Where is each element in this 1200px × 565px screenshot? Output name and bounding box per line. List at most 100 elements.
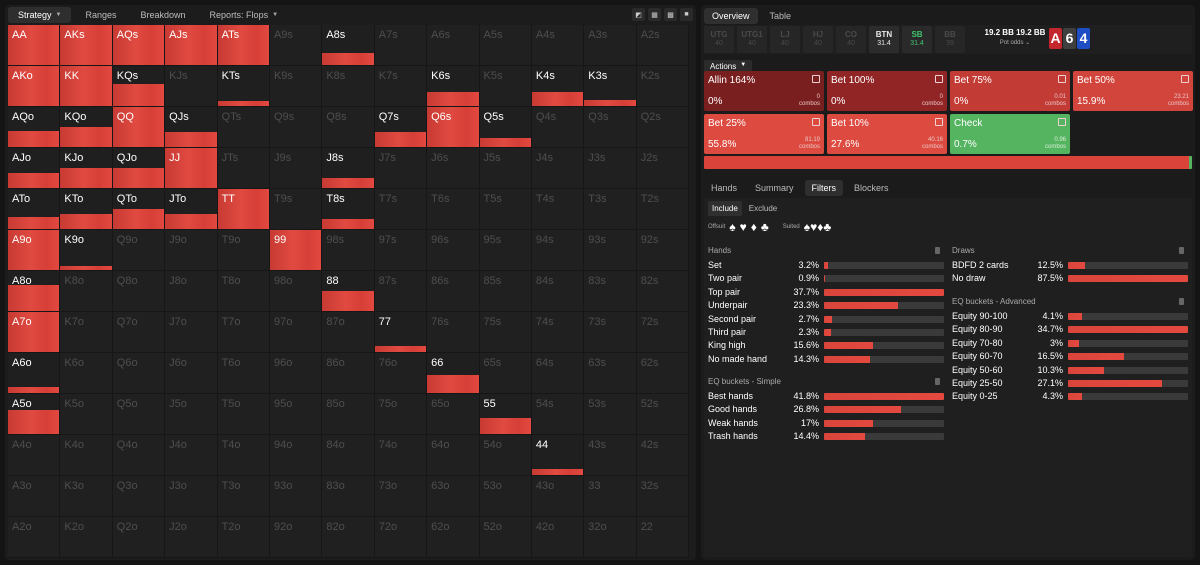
hand-cell[interactable]: J9s xyxy=(269,148,323,189)
hand-cell[interactable]: JTo xyxy=(165,189,218,230)
filter-row[interactable]: Set 3.2% xyxy=(708,259,944,272)
filter-row[interactable]: Best hands 41.8% xyxy=(708,390,944,403)
tab-overview[interactable]: Overview xyxy=(704,8,758,24)
hand-cell[interactable]: A3s xyxy=(584,25,637,66)
hand-cell[interactable]: 87o xyxy=(322,312,375,353)
hand-cell[interactable]: J5o xyxy=(165,394,218,435)
hand-cell[interactable]: 54s xyxy=(531,394,585,435)
spade-icon[interactable]: ♠ xyxy=(729,220,736,234)
hand-cell[interactable]: 98s xyxy=(322,230,375,271)
hand-cell[interactable]: QQ xyxy=(112,107,166,148)
collapse-icon[interactable] xyxy=(1179,247,1184,254)
hand-cell[interactable]: 72s xyxy=(636,312,690,353)
hand-cell[interactable]: 43s xyxy=(584,435,637,476)
hand-cell[interactable]: AKs xyxy=(60,25,113,66)
exclude-button[interactable]: Exclude xyxy=(748,204,778,213)
hand-cell[interactable]: T9o xyxy=(217,230,270,271)
hand-cell[interactable]: K5o xyxy=(60,394,113,435)
tab-filters[interactable]: Filters xyxy=(804,180,844,196)
hand-cell[interactable]: 74s xyxy=(531,312,585,353)
hand-cell[interactable]: QJo xyxy=(112,148,166,189)
filter-row[interactable]: No draw 87.5% xyxy=(952,272,1188,285)
hand-cell[interactable]: J3s xyxy=(584,148,637,189)
filter-row[interactable]: Good hands 26.8% xyxy=(708,403,944,416)
hand-cell[interactable]: 33 xyxy=(584,476,637,517)
hand-cell[interactable]: 95o xyxy=(269,394,323,435)
hand-cell[interactable]: T4s xyxy=(531,189,585,230)
hand-cell[interactable]: J4o xyxy=(165,435,218,476)
hand-cell[interactable]: J3o xyxy=(165,476,218,517)
hand-cell[interactable]: KTo xyxy=(60,189,113,230)
hand-cell[interactable]: A4s xyxy=(531,25,585,66)
hand-cell[interactable]: 22 xyxy=(636,517,690,558)
hand-cell[interactable]: 83o xyxy=(322,476,375,517)
filter-row[interactable]: Equity 90-100 4.1% xyxy=(952,310,1188,323)
hand-cell[interactable]: Q7s xyxy=(374,107,428,148)
filter-row[interactable]: No made hand 14.3% xyxy=(708,353,944,366)
hand-cell[interactable]: ATo xyxy=(8,189,61,230)
hand-cell[interactable]: J7o xyxy=(165,312,218,353)
hand-cell[interactable]: Q5o xyxy=(112,394,166,435)
hand-cell[interactable]: 97s xyxy=(374,230,428,271)
hand-cell[interactable]: J5s xyxy=(479,148,532,189)
hand-cell[interactable]: A6o xyxy=(8,353,61,394)
hand-cell[interactable]: A8o xyxy=(8,271,61,312)
hand-cell[interactable]: A9s xyxy=(269,25,323,66)
hand-cell[interactable]: 87s xyxy=(374,271,428,312)
hand-cell[interactable]: 88 xyxy=(322,271,375,312)
filter-row[interactable]: Equity 80-90 34.7% xyxy=(952,323,1188,336)
hand-cell[interactable]: 84s xyxy=(531,271,585,312)
filter-row[interactable]: Top pair 37.7% xyxy=(708,286,944,299)
hand-cell[interactable]: A6s xyxy=(427,25,480,66)
hand-cell[interactable]: 52o xyxy=(479,517,532,558)
details-icon[interactable] xyxy=(935,118,943,126)
hand-cell[interactable]: Q7o xyxy=(112,312,166,353)
hand-cell[interactable]: T8s xyxy=(322,189,375,230)
hand-cell[interactable]: 75o xyxy=(374,394,428,435)
hand-cell[interactable]: KTs xyxy=(217,66,270,107)
hand-cell[interactable]: 43o xyxy=(531,476,585,517)
hand-cell[interactable]: AQo xyxy=(8,107,61,148)
hand-cell[interactable]: J7s xyxy=(374,148,428,189)
seat-bb[interactable]: BB 39 xyxy=(935,26,965,53)
hand-cell[interactable]: JJ xyxy=(165,148,218,189)
hand-cell[interactable]: T5o xyxy=(217,394,270,435)
hand-cell[interactable]: 64o xyxy=(427,435,480,476)
hand-cell[interactable]: 74o xyxy=(374,435,428,476)
hand-cell[interactable]: K7s xyxy=(374,66,428,107)
hand-cell[interactable]: A5s xyxy=(479,25,532,66)
hand-cell[interactable]: AQs xyxy=(112,25,166,66)
hand-cell[interactable]: A7o xyxy=(8,312,61,353)
heart-icon[interactable]: ♥ xyxy=(739,220,747,234)
hand-cell[interactable]: J8o xyxy=(165,271,218,312)
hand-cell[interactable]: K4s xyxy=(531,66,585,107)
details-icon[interactable] xyxy=(935,75,943,83)
half-square-icon[interactable]: ◩ xyxy=(632,8,645,21)
collapse-icon[interactable] xyxy=(1179,298,1184,305)
filter-row[interactable]: King high 15.6% xyxy=(708,339,944,352)
hand-cell[interactable]: K2s xyxy=(636,66,690,107)
hand-cell[interactable]: K2o xyxy=(60,517,113,558)
hand-cell[interactable]: 55 xyxy=(479,394,532,435)
hand-cell[interactable]: T2o xyxy=(217,517,270,558)
hand-cell[interactable]: 84o xyxy=(322,435,375,476)
hand-cell[interactable]: 44 xyxy=(531,435,585,476)
hand-cell[interactable]: K7o xyxy=(60,312,113,353)
hand-cell[interactable]: 95s xyxy=(479,230,532,271)
seat-utg[interactable]: UTG 40 xyxy=(704,26,734,53)
hand-cell[interactable]: 32o xyxy=(584,517,637,558)
hand-cell[interactable]: AJo xyxy=(8,148,61,189)
hand-cell[interactable]: T3o xyxy=(217,476,270,517)
hand-cell[interactable]: TT xyxy=(217,189,270,230)
grid-large-icon[interactable]: ▩ xyxy=(664,8,677,21)
hand-cell[interactable]: T3s xyxy=(584,189,637,230)
actions-dropdown[interactable]: Actions ▼ xyxy=(704,56,753,73)
hand-cell[interactable]: J6s xyxy=(427,148,480,189)
hand-cell[interactable]: 92o xyxy=(269,517,323,558)
hand-cell[interactable]: KK xyxy=(60,66,113,107)
hand-cell[interactable]: 73o xyxy=(374,476,428,517)
hand-cell[interactable]: Q4o xyxy=(112,435,166,476)
hand-cell[interactable]: Q9o xyxy=(112,230,166,271)
hand-cell[interactable]: 86s xyxy=(427,271,480,312)
hand-cell[interactable]: 42s xyxy=(636,435,690,476)
